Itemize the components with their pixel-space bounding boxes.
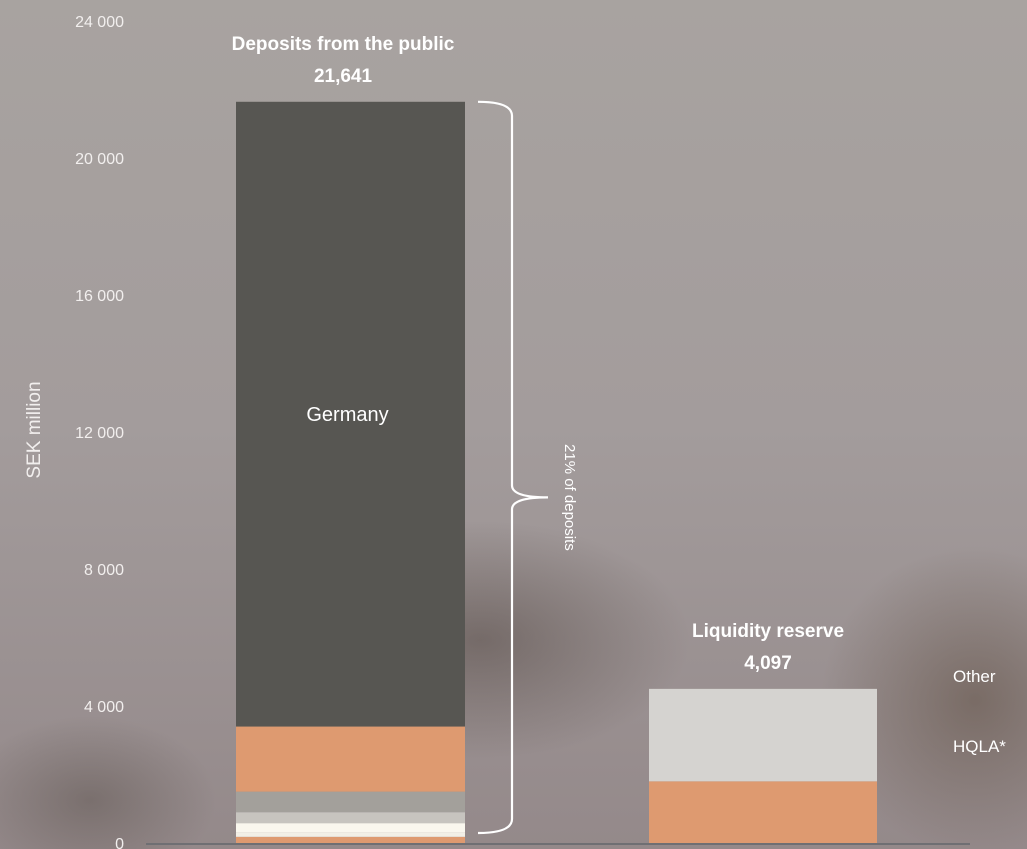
bar-total-label: 21,641 (314, 66, 373, 87)
bar-segment (649, 688, 877, 782)
bar-segment (236, 823, 465, 833)
y-tick-label: 12 000 (75, 425, 124, 442)
y-tick-label: 0 (115, 836, 124, 849)
bracket-label: 21% of deposits (561, 444, 578, 551)
y-tick-label: 4 000 (84, 699, 124, 716)
bar-segment (236, 101, 465, 727)
bar-title: Deposits from the public (232, 34, 455, 55)
y-tick-label: 20 000 (75, 151, 124, 168)
bar-segment (236, 836, 465, 843)
y-tick-label: 16 000 (75, 288, 124, 305)
bar-segment (649, 781, 877, 843)
bar-total-label: 4,097 (744, 653, 792, 674)
y-tick-label: 24 000 (75, 14, 124, 31)
bar-segment (236, 726, 465, 792)
y-axis-label: SEK million (24, 381, 45, 478)
bar-segment (236, 832, 465, 837)
segment-label: Germany (306, 404, 388, 426)
bar-title: Liquidity reserve (692, 621, 844, 642)
bracket (477, 100, 549, 835)
bar-segment (236, 812, 465, 824)
legend-item: HQLA* (953, 737, 1006, 756)
bar-segment (236, 791, 465, 813)
y-tick-label: 8 000 (84, 562, 124, 579)
legend-item: Other (953, 667, 996, 686)
